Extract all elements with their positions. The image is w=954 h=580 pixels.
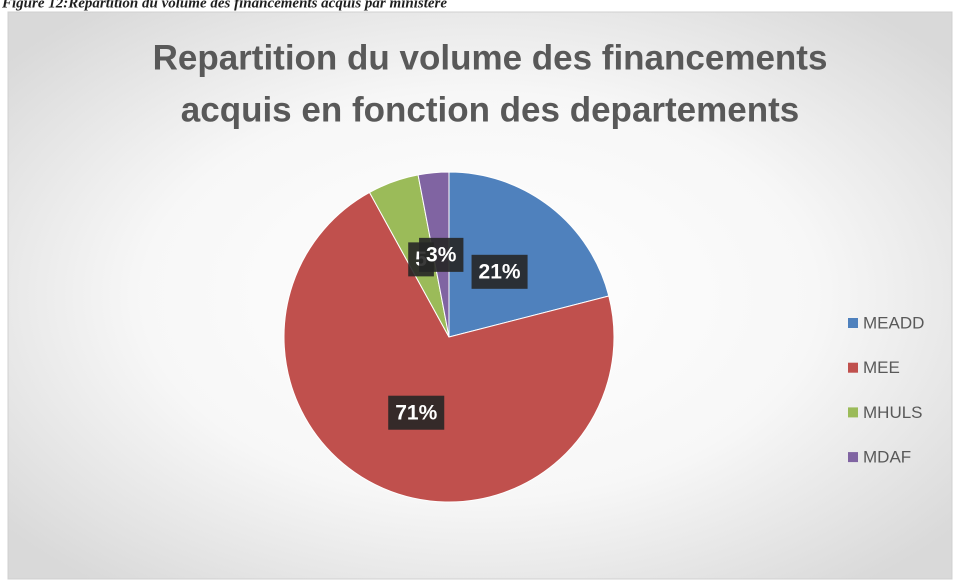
data-label-box [419, 237, 464, 272]
data-label: 3% [419, 237, 464, 272]
pie-slice [448, 171, 610, 338]
pie-slice [283, 191, 615, 503]
figure-caption: Figure 12:Repartition du volume des fina… [1, 0, 447, 11]
data-label-box [471, 254, 528, 289]
legend-label: MDAF [863, 448, 911, 467]
legend-label: MEADD [863, 313, 924, 332]
chart-title: Repartition du volume des financements [153, 38, 828, 77]
data-label-text: 3% [426, 243, 457, 266]
data-label-text: 71% [395, 401, 437, 424]
legend-swatch [848, 362, 858, 373]
legend-label: MHULS [863, 403, 923, 422]
data-label-text: 21% [479, 260, 521, 283]
legend-swatch [848, 318, 858, 328]
data-label-box [388, 395, 445, 430]
legend-swatch [848, 407, 858, 418]
data-label: 71% [388, 395, 445, 430]
legend-swatch [848, 452, 858, 463]
legend-label: MEE [863, 358, 900, 377]
data-label: 21% [471, 254, 528, 289]
chart-title: acquis en fonction des departements [181, 90, 799, 129]
